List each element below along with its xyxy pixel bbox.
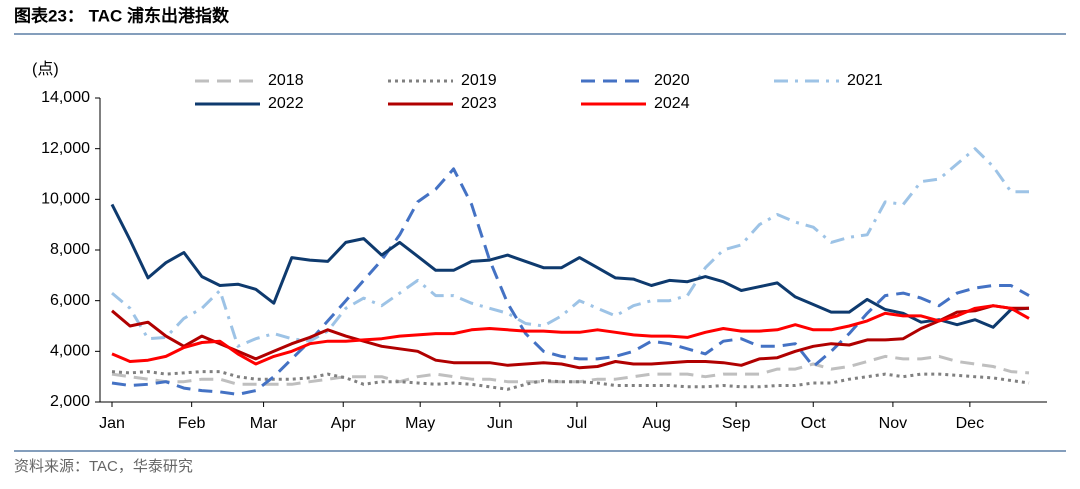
legend-label: 2024	[654, 95, 690, 112]
y-tick-label: 10,000	[41, 191, 90, 208]
x-tick-label: Feb	[178, 415, 206, 432]
x-tick-label: Apr	[331, 415, 357, 432]
y-tick-label: 14,000	[41, 89, 90, 106]
x-tick-label: Jan	[99, 415, 125, 432]
x-tick-label: Dec	[956, 415, 984, 432]
x-tick-label: Sep	[722, 415, 751, 432]
legend-label: 2021	[847, 72, 883, 89]
x-tick-label: May	[405, 415, 435, 432]
x-tick-label: Nov	[879, 415, 907, 432]
x-tick-label: Jun	[487, 415, 513, 432]
x-tick-label: Mar	[250, 415, 278, 432]
x-tick-label: Aug	[642, 415, 670, 432]
legend-label: 2020	[654, 72, 690, 89]
legend-label: 2022	[268, 95, 304, 112]
series-line	[111, 304, 1029, 370]
series-line	[111, 147, 1029, 348]
series-line	[111, 370, 1030, 391]
series-line	[111, 304, 1030, 366]
source-note: 资料来源：TAC，华泰研究	[14, 458, 193, 475]
y-axis-label: (点)	[32, 60, 59, 78]
y-tick-label: 12,000	[41, 140, 90, 157]
series-line	[110, 203, 1030, 329]
page-title: 图表23： TAC 浦东出港指数	[14, 5, 230, 25]
y-tick-label: 2,000	[50, 393, 90, 410]
legend-label: 2023	[461, 95, 497, 112]
series-line	[111, 167, 1030, 396]
legend-label: 2019	[461, 72, 497, 89]
y-tick-label: 8,000	[50, 241, 90, 258]
y-tick-label: 6,000	[50, 292, 90, 309]
legend-label: 2018	[268, 72, 304, 89]
x-tick-label: Jul	[567, 415, 587, 432]
x-tick-label: Oct	[801, 415, 826, 432]
y-tick-label: 4,000	[50, 343, 90, 360]
